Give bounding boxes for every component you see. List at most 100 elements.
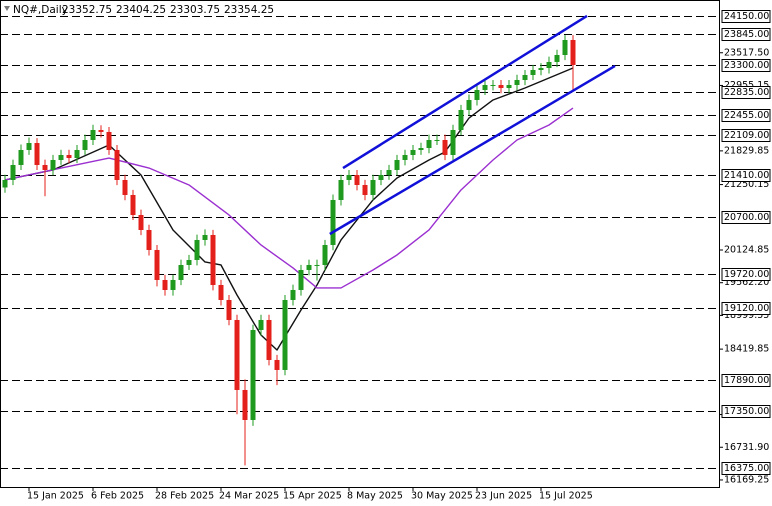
candle-body — [274, 359, 280, 370]
y-tick-label: 18419.85 — [724, 344, 769, 355]
candle-body — [466, 99, 472, 110]
close-price: 23354.25 — [224, 4, 274, 16]
candle-body — [258, 319, 264, 330]
candle-body — [114, 149, 120, 180]
high-price: 23404.25 — [116, 4, 166, 16]
level-box — [721, 405, 771, 418]
candle-body — [538, 68, 544, 70]
candle-body — [18, 149, 24, 165]
candle-body — [42, 164, 48, 170]
candle-body — [354, 174, 360, 185]
candle-body — [234, 319, 240, 390]
candle-body — [474, 89, 480, 100]
candle-body — [338, 179, 344, 200]
x-tick-label: 30 May 2025 — [411, 491, 473, 502]
level-box — [721, 86, 771, 99]
candle-body — [130, 194, 136, 215]
level-box — [721, 211, 771, 224]
plot-frame — [0, 0, 720, 488]
time-axis: 15 Jan 2025 6 Feb 2025 28 Feb 2025 24 Mar 2… — [27, 488, 593, 502]
candle-body — [386, 169, 392, 175]
x-tick-label: 15 Jan 2025 — [27, 491, 84, 502]
level-label: 22835.00 — [724, 87, 769, 98]
candle-body — [522, 74, 528, 80]
y-tick-label: 23517.50 — [724, 47, 769, 58]
candle-body — [370, 179, 376, 195]
level-box — [721, 462, 771, 475]
x-tick-label: 15 Jul 2025 — [539, 491, 593, 502]
level-box — [721, 109, 771, 122]
candle-body — [34, 143, 40, 165]
candle-body — [570, 39, 576, 65]
level-box — [721, 28, 771, 41]
y-tick-label: 20124.85 — [724, 244, 769, 255]
collapse-icon — [4, 6, 10, 11]
candle-body — [178, 264, 184, 280]
candle-body — [74, 149, 80, 159]
levels — [0, 16, 720, 469]
open-price: 23352.75 — [62, 4, 112, 16]
candle-body — [562, 39, 568, 55]
candle-body — [10, 164, 16, 180]
candle-body — [306, 264, 312, 270]
candle-body — [530, 69, 536, 75]
candle-body — [194, 239, 200, 260]
candle-body — [58, 154, 64, 160]
candle-body — [458, 109, 464, 130]
candle-body — [50, 159, 56, 170]
x-tick-label: 28 Feb 2025 — [155, 491, 214, 502]
candle-body — [282, 299, 288, 370]
candle-body — [498, 84, 504, 89]
level-box — [721, 129, 771, 142]
x-tick-label: 15 Apr 2025 — [283, 491, 342, 502]
price-axis: 23517.50 22955.15 21829.85 21250.15 20124.85… — [720, 10, 771, 485]
candle-body — [138, 214, 144, 230]
candle-body — [314, 264, 320, 266]
y-tick-label: 19562.20 — [724, 277, 769, 288]
x-tick-label: 23 Jun 2025 — [475, 491, 532, 502]
candle-body — [122, 179, 128, 195]
candle-body — [170, 279, 176, 290]
moving-average — [4, 67, 574, 351]
y-tick-label: 21250.15 — [724, 179, 769, 190]
candle-body — [514, 79, 520, 85]
candle-body — [90, 129, 96, 140]
candle-body — [490, 84, 496, 86]
level-box — [721, 169, 771, 182]
candle-body — [362, 184, 368, 195]
y-tick-label: 16169.25 — [724, 474, 769, 485]
level-box — [721, 268, 771, 281]
candle-body — [298, 269, 304, 290]
y-tick-label: 18999.55 — [724, 310, 769, 321]
candle-body — [450, 129, 456, 155]
candle-body — [434, 139, 440, 141]
x-tick-label: 6 Feb 2025 — [91, 491, 144, 502]
candle-body — [546, 61, 552, 69]
level-label: 22109.00 — [724, 130, 769, 141]
candle-body — [482, 84, 488, 90]
candle-body — [202, 234, 208, 240]
y-tick-label: 21829.85 — [724, 145, 769, 156]
candle-body — [250, 329, 256, 420]
candle-body — [410, 149, 416, 155]
candle-body — [346, 174, 352, 180]
candle-body — [442, 139, 448, 155]
candle-body — [154, 249, 160, 280]
candle-body — [2, 179, 8, 188]
level-label: 23300.00 — [724, 60, 769, 71]
y-tick-label: 22955.15 — [724, 80, 769, 91]
candle-body — [66, 154, 72, 159]
candle-body — [26, 143, 32, 150]
low-price: 23303.75 — [170, 4, 220, 16]
x-tick-label: 8 May 2025 — [347, 491, 403, 502]
candle-body — [330, 199, 336, 245]
level-label: 23845.00 — [724, 29, 769, 40]
candle-body — [378, 174, 384, 180]
trendline — [329, 64, 616, 236]
x-tick-label: 24 Mar 2025 — [219, 491, 279, 502]
level-label: 24150.00 — [724, 11, 769, 22]
trendline — [342, 14, 588, 170]
candle-body — [162, 279, 168, 290]
candle-body — [418, 148, 424, 150]
